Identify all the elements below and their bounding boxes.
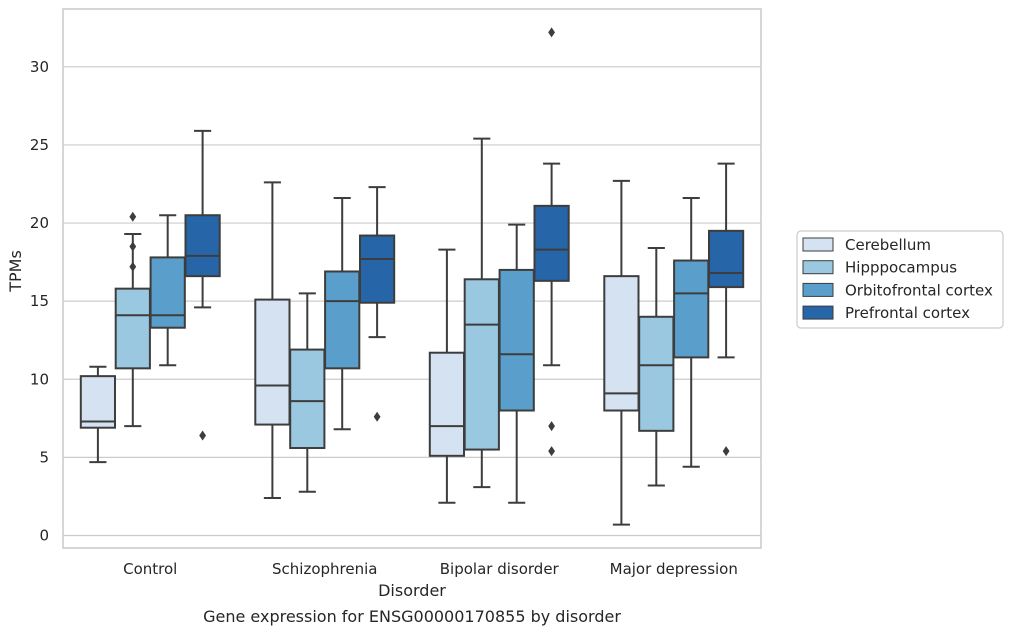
box [638,315,675,432]
outlier-point [548,27,555,38]
box [324,270,361,370]
x-tick-label: Bipolar disorder [440,560,560,578]
y-tick-labels: 0 5 10 15 20 25 30 [30,58,49,545]
box-group [638,247,675,487]
legend-swatch [802,260,834,275]
legend-swatch [802,305,834,320]
x-tick-label: Control [123,560,177,578]
y-tick-label: 10 [30,370,49,388]
box [428,351,466,457]
box-group [603,179,640,526]
box [79,375,117,429]
box-group [254,181,291,500]
box [114,287,151,370]
y-tick-label: 15 [30,292,49,310]
outlier-point [199,430,206,441]
outlier-point [722,446,730,457]
box [358,234,396,304]
box [149,256,186,329]
legend-label: Hipppocampus [845,259,957,277]
x-tick-label: Major depression [610,560,738,578]
boxes [79,27,745,526]
box-group [707,162,745,457]
outlier-point [548,421,555,432]
plot-frame [62,8,762,549]
box-group [358,186,396,422]
box-group [324,197,361,431]
legend-label: Orbitofrontal cortex [845,281,993,299]
y-tick-label: 0 [39,527,49,545]
chart-caption: Gene expression for ENSG00000170855 by d… [203,607,621,626]
box-group [498,223,535,504]
box-group [184,129,221,441]
legend-item: Hipppocampus [802,259,957,277]
box [498,268,535,412]
legend: Cerebellum Hipppocampus Orbitofrontal cort… [796,230,1004,329]
x-axis-label: Disorder [378,581,446,600]
box-group [289,292,326,493]
box-group [149,214,186,367]
box-group [463,137,500,489]
y-tick-label: 30 [30,58,49,76]
box [254,298,291,426]
legend-swatch [802,237,834,252]
box [603,275,640,412]
outlier-point [129,241,137,252]
outlier-point [548,446,555,457]
outlier-point [129,261,137,272]
x-tick-labels: Control Schizophrenia Bipolar disorder Majo… [123,560,738,578]
box [707,229,745,289]
box-group [673,197,710,468]
box-group [114,211,151,428]
box [673,259,710,359]
legend-label: Prefrontal cortex [845,304,970,322]
x-tick-label: Schizophrenia [272,560,377,578]
box-group [79,365,117,464]
box [533,204,570,282]
box-group [428,248,466,504]
y-tick-label: 25 [30,136,49,154]
legend-label: Cerebellum [845,236,931,254]
outlier-point [129,211,137,222]
legend-item: Orbitofrontal cortex [802,281,993,299]
legend-frame [796,230,1004,329]
box [289,348,326,450]
y-tick-label: 5 [39,448,49,466]
legend-item: Prefrontal cortex [802,304,970,322]
box [463,278,500,451]
y-tick-label: 20 [30,214,49,232]
box [184,214,221,278]
legend-item: Cerebellum [802,236,931,254]
legend-swatch [802,282,834,297]
outlier-point [373,411,381,422]
y-axis-label: TPMs [6,250,25,293]
box-group [533,27,570,457]
